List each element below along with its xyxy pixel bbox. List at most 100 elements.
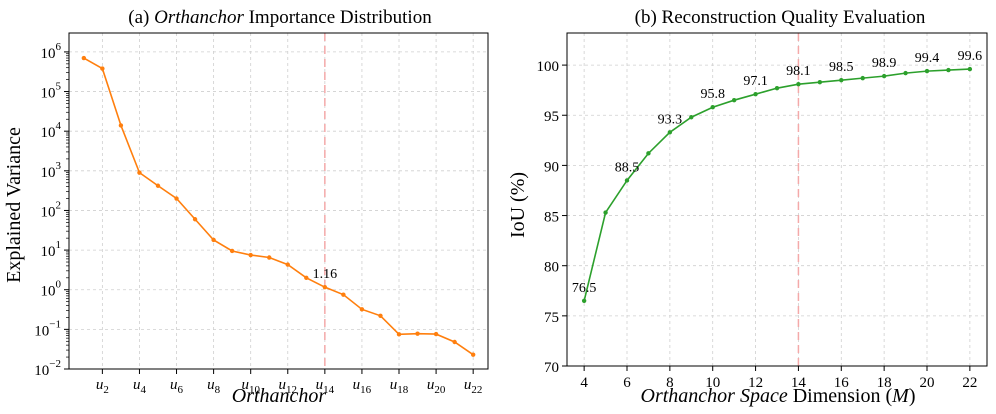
chart-a-point — [81, 55, 87, 61]
chart-b-point — [817, 79, 823, 85]
chart-a-point — [155, 183, 161, 188]
chart-a-x-tick-label: u12 — [279, 377, 298, 396]
chart-b-title: (b) Reconstruction Quality Evaluation — [635, 7, 926, 28]
chart-a-point — [229, 248, 235, 254]
chart-b-grid — [567, 33, 987, 367]
chart-b-point — [710, 105, 715, 110]
chart-b-point — [946, 67, 951, 73]
chart-a-x-tick-label: u2 — [96, 377, 109, 396]
chart-a-point — [470, 352, 476, 357]
chart-a-points — [81, 55, 476, 357]
chart-b-data-label: 99.6 — [958, 49, 983, 64]
chart-a-y-tick-label: 106 — [41, 41, 62, 62]
chart-a-series-line — [83, 57, 474, 356]
chart-b-x-tick-label: 6 — [623, 375, 631, 391]
chart-b-annotations: 76.5 88.5 93.3 95.8 97.1 98.1 98.5 98.9 99.4 99.6 — [572, 49, 982, 296]
chart-a-point — [396, 332, 402, 337]
chart-a-y-tick-label: 10−2 — [34, 358, 61, 379]
chart-b-data-label: 98.1 — [786, 64, 811, 79]
chart-a-x-tick-label: u4 — [133, 377, 147, 396]
chart-b-y-tick-label: 80 — [544, 260, 559, 276]
chart-a-point — [433, 331, 439, 337]
chart-a-data-label: 1.16 — [313, 267, 338, 282]
chart-b-point — [624, 178, 630, 183]
chart-a-point — [304, 275, 309, 280]
chart-a-point — [452, 339, 457, 345]
chart-a-point — [137, 170, 142, 175]
chart-b-x-tick-label: 4 — [580, 375, 588, 391]
chart-a-x-axis-label: Orthanchor — [232, 385, 327, 407]
chart-b-point — [903, 70, 908, 76]
chart-b-point — [881, 73, 887, 79]
chart-a-point — [174, 196, 179, 201]
chart-b-point — [581, 298, 587, 304]
chart-a-point — [118, 123, 124, 128]
chart-b-point — [796, 81, 801, 87]
chart-b-y-tick-label: 70 — [544, 360, 559, 376]
chart-b-point — [860, 75, 865, 81]
chart-a-x-ticks: u2 u4 u6 u8 u10 u12 u14 u16 u18 u20 u22 — [96, 369, 483, 396]
chart-b-data-label: 99.4 — [915, 51, 940, 66]
chart-b-data-label: 88.5 — [615, 160, 640, 175]
chart-a-y-ticks: 10−2 10−1 100 101 102 103 104 105 106 — [34, 41, 69, 379]
chart-b-point — [753, 91, 758, 97]
chart-a-title: (a) Orthanchor Importance Distribution — [128, 7, 432, 28]
chart-a-point — [267, 255, 272, 260]
chart-a: (a) Orthanchor Importance Distribution 1… — [3, 7, 489, 407]
chart-b-point — [667, 130, 673, 135]
chart-b-y-tick-label: 100 — [537, 59, 560, 75]
chart-a-point — [285, 262, 290, 267]
chart-b-data-label: 98.5 — [829, 60, 854, 75]
chart-a-y-tick-label: 101 — [41, 239, 62, 260]
chart-b-data-label: 97.1 — [743, 74, 768, 89]
chart-b-x-tick-label: 10 — [705, 375, 720, 391]
chart-b-y-tick-label: 90 — [544, 159, 559, 175]
chart-a-y-tick-label: 102 — [41, 199, 62, 220]
chart-b-y-tick-label: 75 — [544, 310, 559, 326]
chart-b-data-label: 93.3 — [658, 112, 683, 127]
chart-b-y-ticks: 70 75 80 85 90 95 100 — [537, 59, 567, 376]
chart-b-point — [924, 68, 930, 74]
chart-b-data-label: 98.9 — [872, 56, 897, 71]
chart-a-x-tick-label: u6 — [170, 377, 184, 396]
chart-a-x-tick-label: u10 — [241, 377, 260, 396]
chart-b-x-tick-label: 14 — [791, 375, 807, 391]
chart-a-point — [248, 252, 253, 258]
chart-b-point — [731, 98, 737, 103]
chart-b-x-tick-label: 16 — [834, 375, 850, 391]
chart-b-point — [689, 115, 694, 120]
chart-a-annotations: 1.16 — [313, 267, 338, 282]
chart-a-frame — [68, 32, 489, 370]
chart-a-point — [378, 313, 383, 318]
chart-a-x-tick-label: u8 — [207, 377, 221, 396]
chart-b-data-label: 95.8 — [700, 87, 725, 102]
chart-a-grid — [69, 33, 488, 370]
chart-a-y-tick-label: 103 — [41, 160, 62, 181]
chart-a-y-axis-label: Explained Variance — [3, 127, 25, 283]
chart-a-point — [192, 217, 198, 222]
chart-a-x-tick-label: u20 — [427, 377, 446, 396]
chart-b-x-tick-label: 22 — [962, 375, 977, 391]
chart-a-point — [211, 237, 216, 243]
chart-b-x-axis-label: Orthanchor Space Dimension (M) — [641, 385, 916, 407]
chart-a-point — [322, 284, 328, 290]
chart-a-point — [415, 331, 420, 336]
chart-b-point — [839, 77, 844, 83]
chart-b-x-tick-label: 18 — [877, 375, 892, 391]
chart-a-x-tick-label: u16 — [353, 377, 372, 396]
chart-b-x-tick-label: 20 — [920, 375, 935, 391]
chart-b-y-tick-label: 85 — [544, 210, 559, 226]
chart-a-y-tick-label: 104 — [41, 120, 62, 141]
chart-b-y-axis-label: IoU (%) — [507, 172, 529, 238]
chart-b-point — [774, 85, 780, 91]
chart-a-y-tick-label: 100 — [41, 279, 62, 300]
chart-b-point — [646, 151, 651, 156]
chart-b-point — [603, 210, 608, 215]
chart-a-point — [359, 307, 365, 312]
chart-a-x-tick-label: u18 — [390, 377, 409, 396]
chart-b-frame — [566, 32, 988, 367]
chart-b-x-ticks: 4 6 8 10 12 14 16 18 20 22 — [580, 366, 977, 391]
chart-a-point — [100, 66, 105, 71]
chart-a-x-tick-label: u22 — [464, 377, 483, 396]
